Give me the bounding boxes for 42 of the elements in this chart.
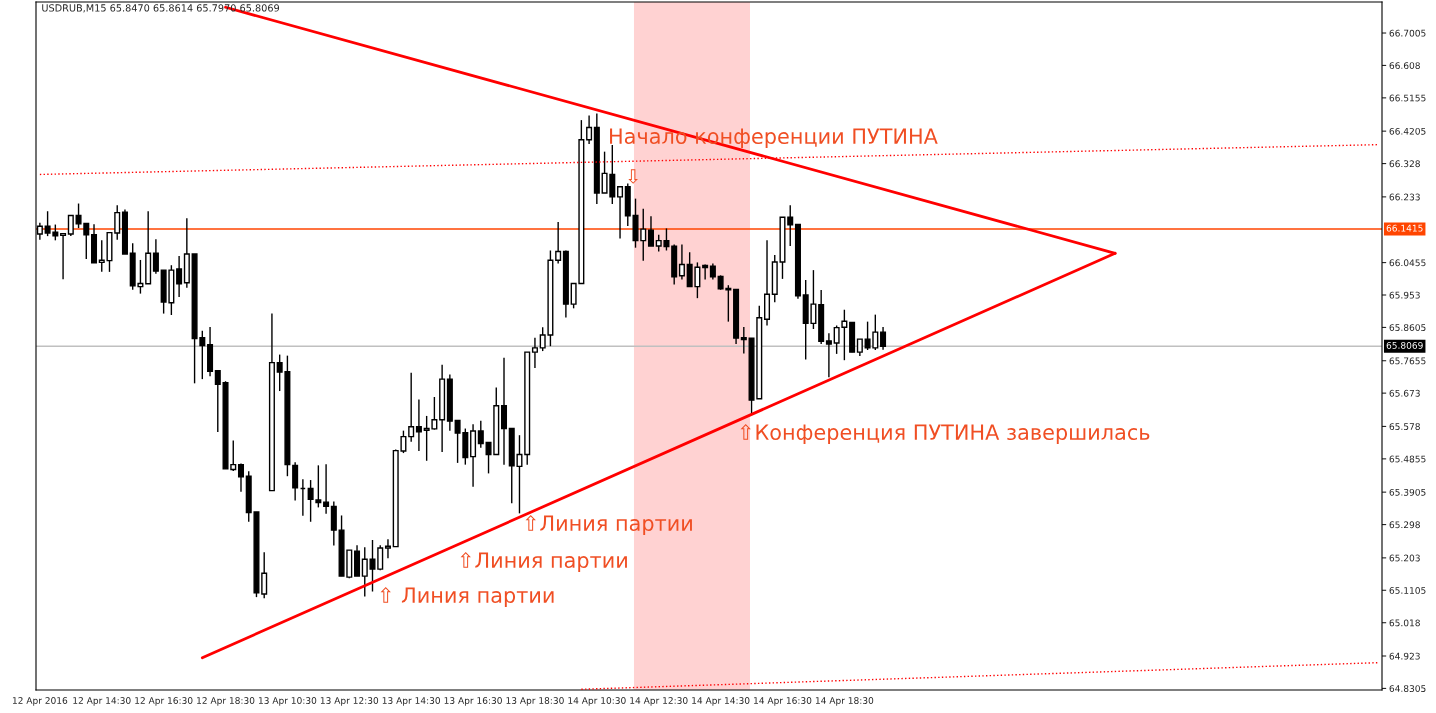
annotation: ⇩ <box>628 169 638 184</box>
y-tick-label: 66.4205 <box>1389 127 1426 135</box>
y-tick-label: 66.0455 <box>1389 259 1426 267</box>
x-tick-label: 14 Apr 10:30 <box>568 697 626 706</box>
x-tick-label: 13 Apr 14:30 <box>382 697 441 706</box>
y-tick-label: 66.608 <box>1389 62 1420 69</box>
y-tick-label: 65.298 <box>1389 521 1420 529</box>
y-tick-label: 66.7005 <box>1389 29 1426 37</box>
y-tick-label: 64.923 <box>1389 652 1420 660</box>
y-tick-label: 65.3905 <box>1389 488 1426 496</box>
y-tick-label: 66.5155 <box>1389 94 1426 102</box>
y-tick-label: 64.8305 <box>1389 685 1426 692</box>
y-tick-label: 65.673 <box>1389 389 1420 397</box>
y-tick-label: 65.8605 <box>1389 324 1426 331</box>
y-tick-label: 65.203 <box>1389 554 1420 562</box>
x-tick-label: 12 Apr 16:30 <box>135 697 193 706</box>
x-tick-label: 13 Apr 12:30 <box>320 697 379 706</box>
x-tick-label: 12 Apr 18:30 <box>197 697 255 706</box>
ref-line-label: 65.8069 <box>1386 342 1423 349</box>
x-tick-label: 13 Apr 10:30 <box>258 697 317 706</box>
annotation: ⇧Конференция ПУТИНА завершилась <box>740 424 1150 445</box>
y-tick-label: 65.953 <box>1389 291 1420 299</box>
annotation: Начало конференции ПУТИНА <box>610 128 938 149</box>
x-tick-label: 13 Apr 18:30 <box>506 697 564 706</box>
y-tick-label: 65.1105 <box>1389 587 1426 594</box>
annotation: ⇧Линия партии <box>525 515 692 536</box>
x-tick-label: 12 Apr 14:30 <box>73 697 131 706</box>
y-tick-label: 65.578 <box>1389 423 1420 430</box>
x-tick-label: 13 Apr 16:30 <box>444 697 502 706</box>
y-tick-label: 66.233 <box>1389 193 1420 201</box>
x-tick-label: 12 Apr 2016 <box>12 697 68 706</box>
annotation: ⇧Линия партии <box>460 552 627 573</box>
x-tick-label: 14 Apr 14:30 <box>692 697 750 706</box>
annotation: ⇧ Линия партии <box>380 587 554 608</box>
y-tick-label: 65.4855 <box>1389 455 1426 463</box>
x-tick-label: 14 Apr 18:30 <box>815 697 874 706</box>
y-tick-label: 65.018 <box>1389 619 1420 627</box>
y-tick-label: 65.7655 <box>1389 357 1426 365</box>
x-tick-label: 14 Apr 12:30 <box>630 697 688 706</box>
y-tick-label: 66.328 <box>1389 160 1420 168</box>
ref-line-label: 66.1415 <box>1386 224 1423 232</box>
x-tick-label: 14 Apr 16:30 <box>754 697 812 706</box>
